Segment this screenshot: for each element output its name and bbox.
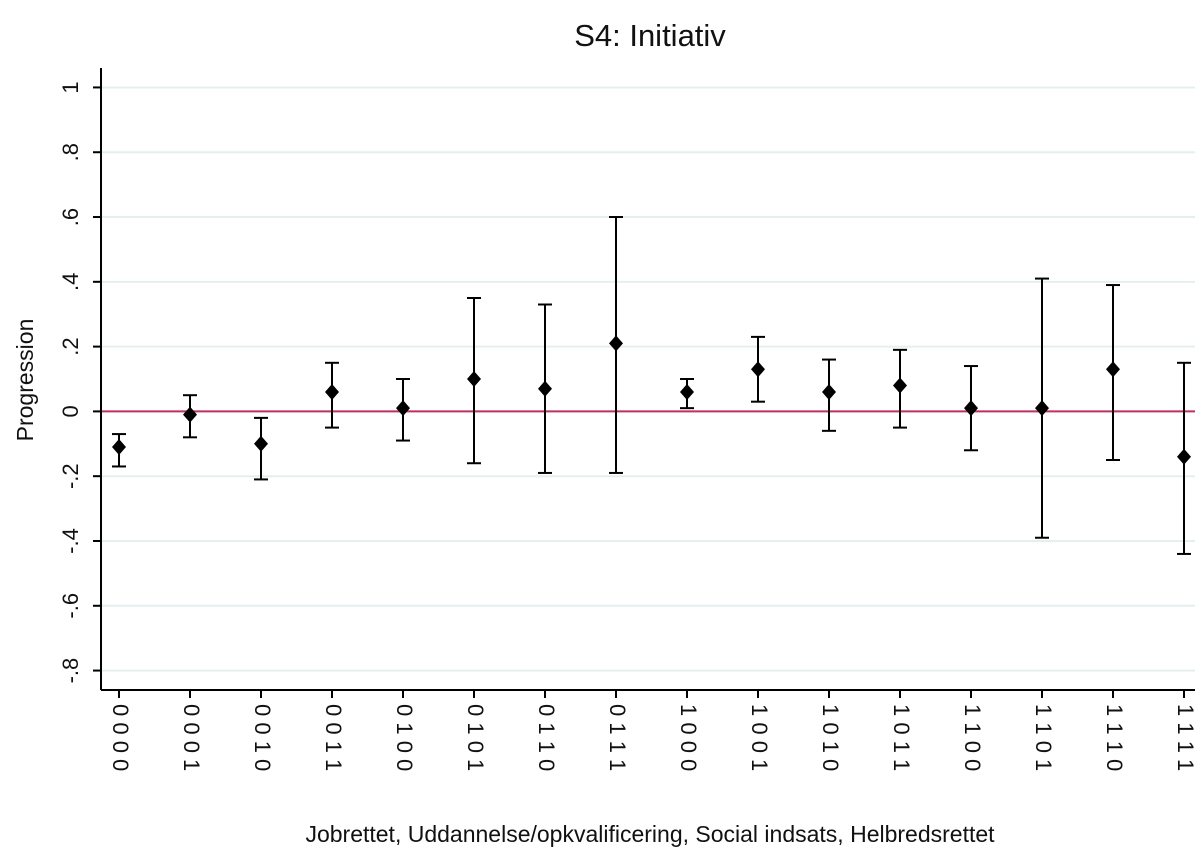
point: [325, 383, 339, 400]
y-tick-label: -.8: [58, 658, 83, 684]
x-tick-label: 1 1 1 1: [1173, 704, 1195, 771]
x-tick-label: 0 0 0 1: [179, 704, 204, 771]
point: [893, 377, 907, 394]
point: [680, 383, 694, 400]
y-tick-label: .6: [58, 208, 83, 226]
y-tick-label: -.4: [58, 528, 83, 554]
x-tick-label: 1 1 1 0: [1102, 704, 1127, 771]
x-tick-label: 0 1 1 1: [605, 704, 630, 771]
x-tick-label: 1 0 0 0: [676, 704, 701, 771]
x-tick-label: 1 0 1 0: [818, 704, 843, 771]
point: [1106, 361, 1120, 378]
x-tick-label: 0 1 0 1: [463, 704, 488, 771]
x-tick-label: 1 1 0 1: [1031, 704, 1056, 771]
point: [112, 439, 126, 456]
point: [1177, 448, 1191, 465]
x-tick-label: 1 0 1 1: [889, 704, 914, 771]
y-tick-label: -.6: [58, 593, 83, 619]
x-tick-label: 0 0 1 1: [321, 704, 346, 771]
point: [538, 380, 552, 397]
y-axis-label: Progression: [12, 319, 38, 442]
y-tick-label: 0: [58, 405, 83, 417]
x-tick-label: 0 0 0 0: [108, 704, 133, 771]
y-tick-label: .8: [58, 143, 83, 161]
y-tick-label: .4: [58, 273, 83, 291]
y-tick-label: -.2: [58, 463, 83, 489]
y-tick-label: .2: [58, 337, 83, 355]
y-tick-label: 1: [58, 81, 83, 93]
chart-title: S4: Initiativ: [574, 18, 726, 53]
x-axis-label: Jobrettet, Uddannelse/opkvalificering, S…: [305, 821, 995, 847]
point: [1035, 400, 1049, 417]
point: [822, 383, 836, 400]
x-tick-label: 0 1 0 0: [392, 704, 417, 771]
x-tick-label: 1 1 0 0: [960, 704, 985, 771]
point: [964, 400, 978, 417]
x-tick-label: 0 0 1 0: [250, 704, 275, 771]
point: [396, 400, 410, 417]
point: [467, 371, 481, 387]
x-tick-label: 0 1 1 0: [534, 704, 559, 771]
point: [254, 435, 268, 452]
point: [751, 361, 765, 378]
point: [609, 335, 623, 352]
x-tick-label: 1 0 0 1: [747, 704, 772, 771]
point: [183, 406, 197, 423]
